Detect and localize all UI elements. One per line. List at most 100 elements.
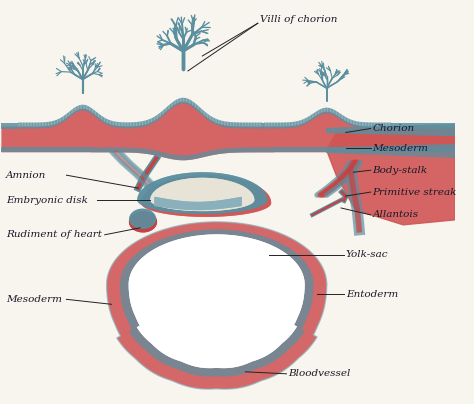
Polygon shape [256, 147, 258, 152]
Polygon shape [419, 147, 420, 152]
Polygon shape [317, 147, 319, 152]
Polygon shape [444, 122, 446, 128]
Polygon shape [4, 122, 6, 128]
Polygon shape [1, 102, 455, 160]
Polygon shape [27, 122, 29, 128]
Polygon shape [423, 147, 425, 152]
Polygon shape [276, 147, 277, 152]
Polygon shape [377, 122, 379, 128]
Polygon shape [35, 147, 36, 152]
Polygon shape [200, 107, 201, 115]
Polygon shape [3, 122, 4, 128]
Polygon shape [285, 122, 286, 128]
Polygon shape [94, 147, 95, 152]
Polygon shape [128, 147, 129, 153]
Polygon shape [141, 175, 271, 217]
Polygon shape [129, 147, 130, 153]
Polygon shape [326, 147, 328, 152]
Polygon shape [164, 152, 165, 158]
Polygon shape [47, 122, 48, 128]
Polygon shape [168, 154, 170, 159]
Polygon shape [299, 120, 300, 127]
Polygon shape [314, 147, 315, 152]
Polygon shape [321, 147, 323, 152]
Polygon shape [452, 122, 453, 128]
Polygon shape [8, 122, 9, 128]
Polygon shape [347, 147, 349, 152]
Polygon shape [29, 147, 30, 152]
Polygon shape [57, 147, 59, 152]
Polygon shape [443, 147, 444, 152]
Polygon shape [430, 147, 432, 152]
Polygon shape [186, 98, 188, 105]
Polygon shape [190, 155, 191, 160]
Polygon shape [197, 154, 199, 159]
Polygon shape [217, 149, 219, 154]
Polygon shape [228, 122, 229, 128]
Polygon shape [70, 147, 71, 152]
Polygon shape [444, 147, 446, 152]
Polygon shape [32, 122, 33, 128]
Polygon shape [179, 98, 181, 105]
Polygon shape [33, 122, 35, 128]
Polygon shape [97, 112, 99, 120]
Polygon shape [41, 147, 42, 152]
Polygon shape [208, 114, 209, 121]
Polygon shape [228, 148, 229, 153]
Polygon shape [429, 122, 430, 128]
Polygon shape [421, 147, 423, 152]
Polygon shape [291, 147, 292, 152]
Polygon shape [6, 147, 8, 152]
Polygon shape [452, 147, 453, 152]
Polygon shape [323, 147, 324, 152]
Polygon shape [196, 154, 197, 159]
Polygon shape [226, 122, 228, 128]
Polygon shape [191, 154, 192, 160]
Polygon shape [239, 122, 241, 128]
Polygon shape [115, 122, 117, 128]
Polygon shape [282, 147, 283, 152]
Polygon shape [52, 147, 53, 152]
Polygon shape [379, 147, 381, 152]
Polygon shape [61, 117, 62, 124]
Polygon shape [120, 147, 121, 152]
Polygon shape [130, 147, 132, 153]
Polygon shape [440, 147, 441, 152]
Polygon shape [400, 122, 402, 128]
Polygon shape [147, 120, 148, 126]
Polygon shape [259, 122, 261, 128]
Polygon shape [414, 122, 415, 128]
Polygon shape [434, 147, 435, 152]
Polygon shape [309, 147, 311, 152]
Polygon shape [68, 112, 70, 118]
Polygon shape [173, 154, 174, 160]
Polygon shape [185, 98, 186, 104]
Polygon shape [362, 122, 364, 128]
Polygon shape [311, 114, 312, 121]
Polygon shape [419, 122, 420, 128]
Polygon shape [108, 119, 109, 126]
Polygon shape [141, 148, 143, 154]
Polygon shape [324, 108, 326, 114]
Polygon shape [229, 122, 230, 128]
Polygon shape [425, 122, 426, 128]
Polygon shape [376, 122, 377, 128]
Polygon shape [9, 122, 10, 128]
Polygon shape [139, 148, 141, 153]
Polygon shape [128, 234, 305, 368]
Polygon shape [57, 119, 59, 125]
Polygon shape [192, 154, 194, 160]
Polygon shape [79, 147, 80, 152]
Polygon shape [146, 149, 147, 154]
Polygon shape [341, 114, 343, 121]
Polygon shape [173, 101, 174, 108]
Polygon shape [282, 122, 283, 128]
Polygon shape [211, 116, 212, 123]
Polygon shape [190, 99, 191, 106]
Polygon shape [244, 147, 246, 152]
Polygon shape [59, 118, 61, 125]
Polygon shape [186, 155, 188, 160]
Polygon shape [36, 147, 38, 152]
Polygon shape [308, 116, 309, 123]
Polygon shape [399, 147, 400, 152]
